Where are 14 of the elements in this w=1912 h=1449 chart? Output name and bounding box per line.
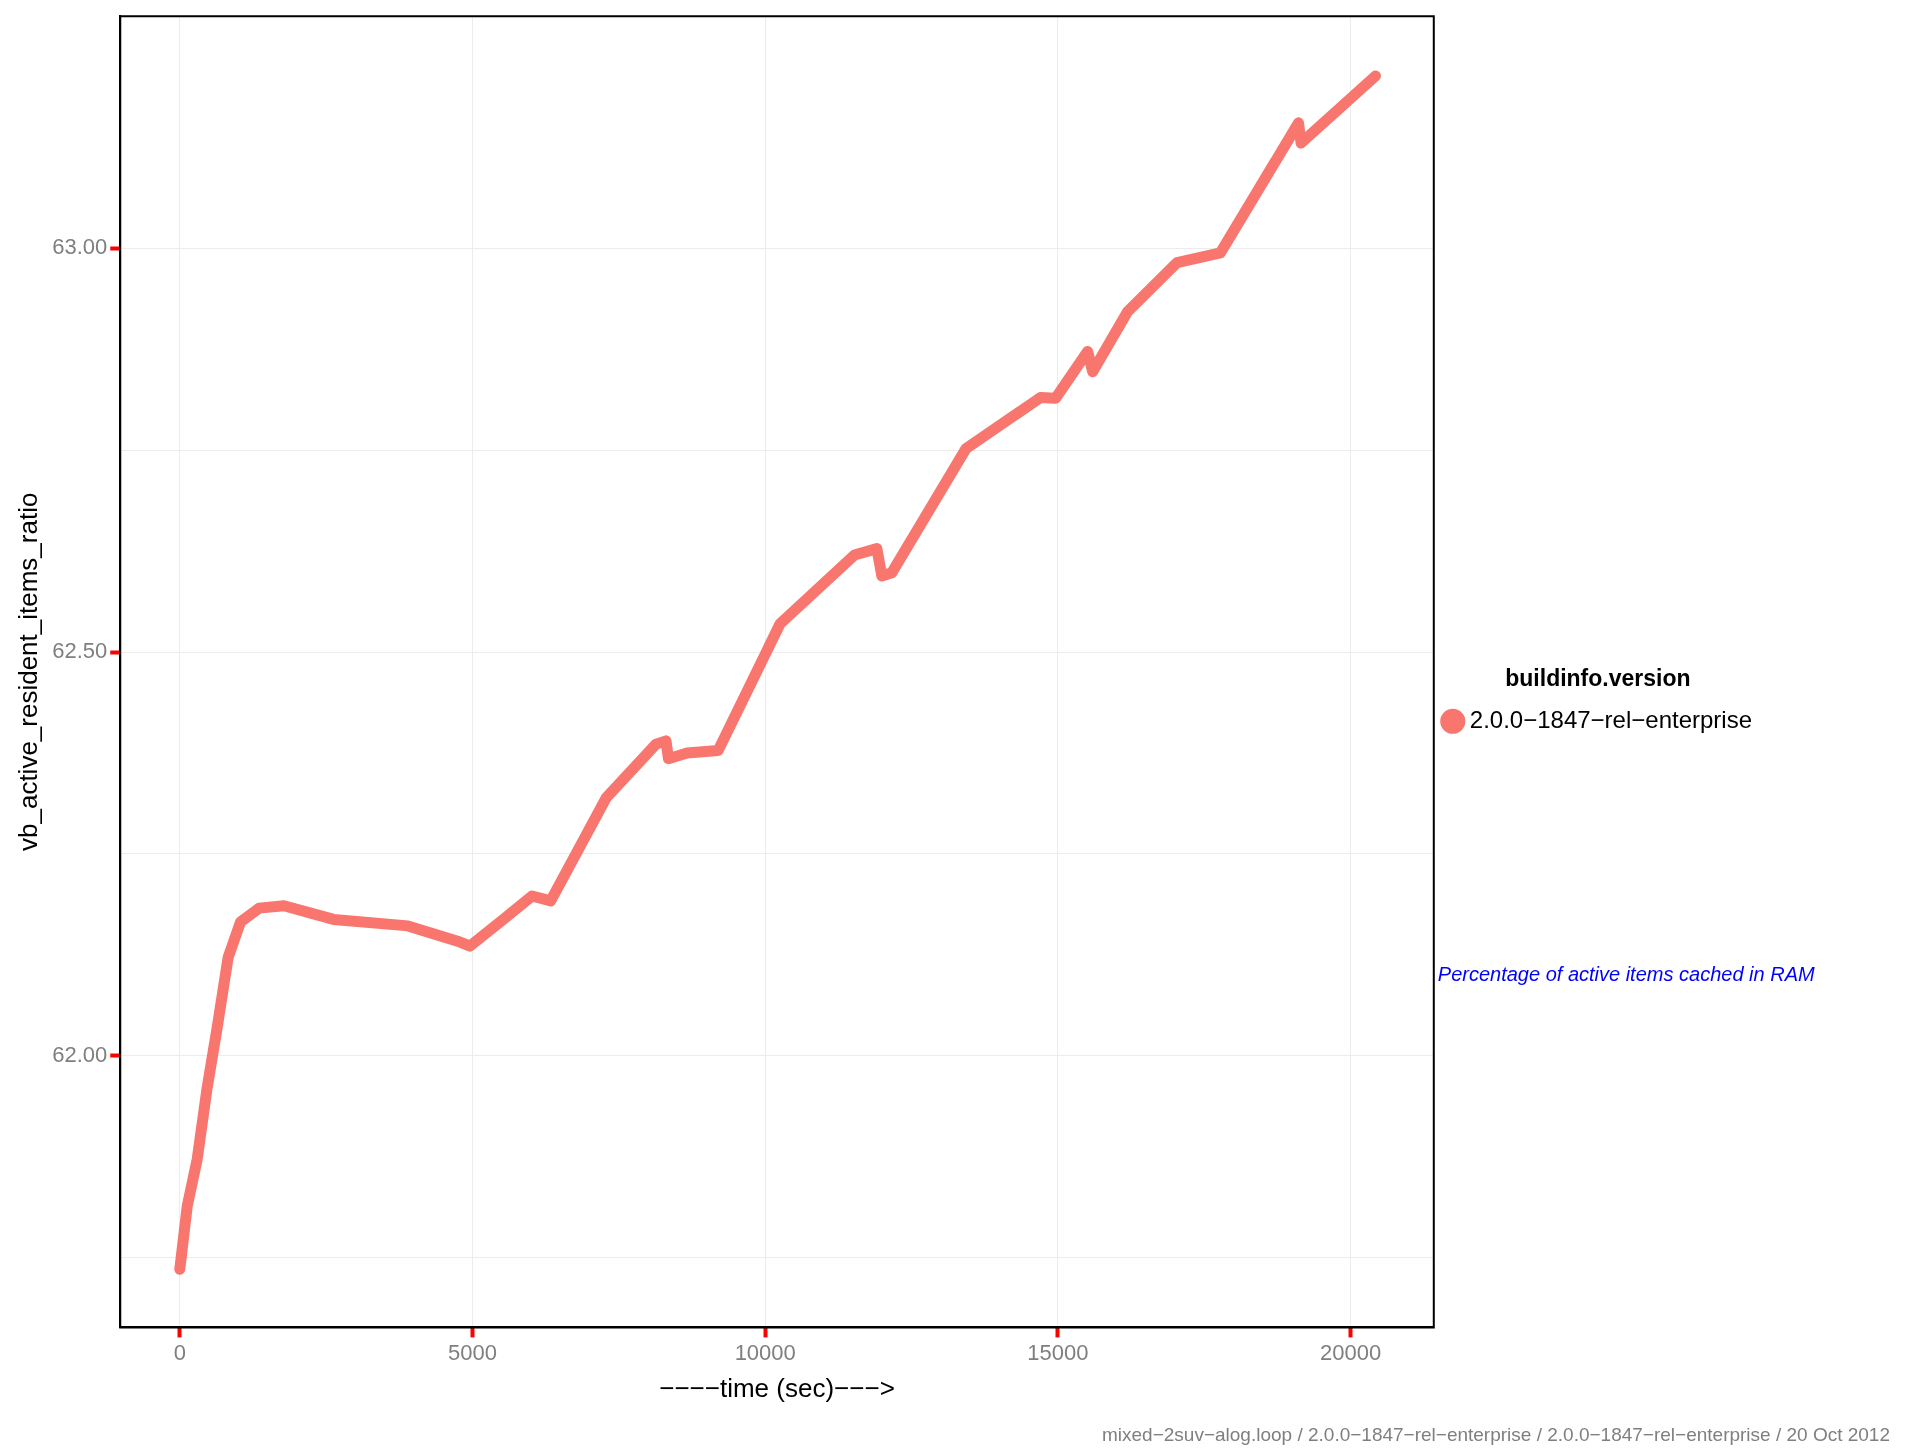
y-axis-title: vb_active_resident_items_ratio (12, 492, 43, 852)
x-tick-label: 5000 (448, 1339, 497, 1365)
text: mixed−2suv−alog.loop / 2.0.0−1847−rel−enterprise / 2.0.0−1847−rel−enterprise / 20 Oct 2012 (1102, 1424, 1890, 1446)
x-tick-label: 0 (173, 1339, 186, 1365)
y-tick-label: 62.00 (52, 1042, 108, 1068)
x-tick-label: 15000 (1027, 1339, 1089, 1365)
x-tick-label: 20000 (1320, 1339, 1382, 1365)
legend-label: 2.0.0−1847−rel−enterprise (1469, 705, 1753, 733)
text: Percentage of active items cached in RAM (1437, 962, 1815, 985)
legend-title: buildinfo.version (1505, 664, 1691, 691)
y-tick-label: 63.00 (52, 234, 108, 260)
y-tick-label: 62.50 (52, 638, 108, 664)
x-tick-label: 10000 (734, 1339, 796, 1365)
x-axis-title: −−−−time (sec)−−−> (659, 1372, 895, 1403)
